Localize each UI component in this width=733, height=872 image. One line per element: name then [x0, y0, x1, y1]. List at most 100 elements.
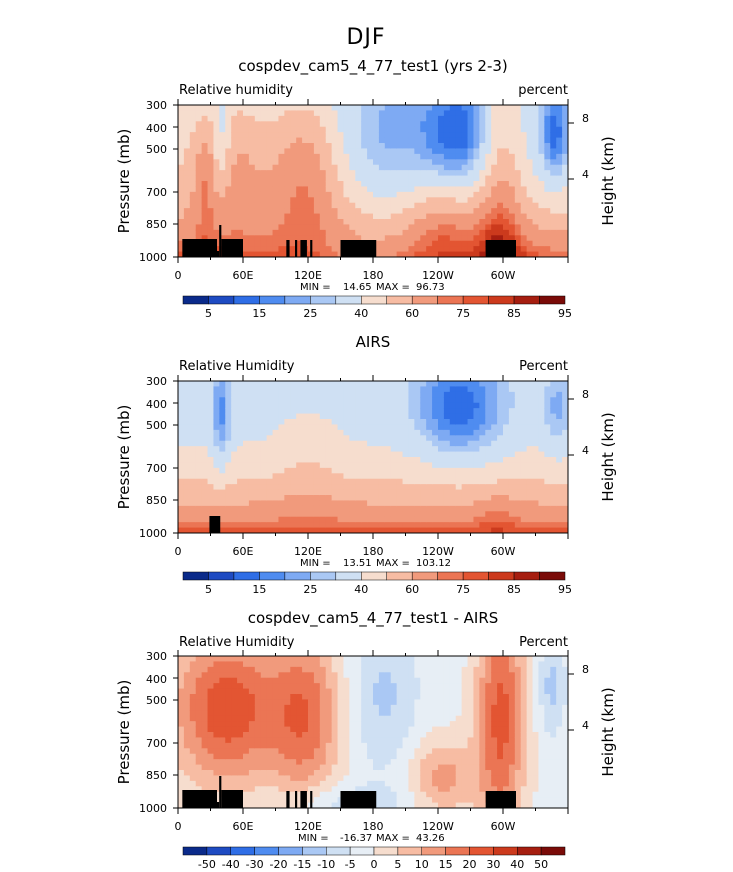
contour-cell [438, 435, 445, 442]
contour-cell [520, 208, 528, 215]
colorbar-swatch [513, 571, 540, 581]
contour-cell [248, 742, 256, 749]
contour-cell [485, 500, 492, 507]
contour-cell [313, 500, 321, 507]
contour-cell [408, 121, 415, 128]
contour-cell [491, 435, 498, 442]
contour-cell [396, 759, 404, 766]
contour-cell [562, 419, 568, 426]
contour-cell [526, 137, 534, 144]
contour-cell [319, 246, 327, 253]
contour-cell [396, 175, 404, 182]
contour-cell [514, 457, 522, 464]
contour-cell [319, 197, 327, 204]
contour-cell [237, 105, 244, 112]
contour-cell [396, 742, 404, 749]
contour-cell [319, 126, 327, 133]
contour-cell [562, 105, 568, 112]
contour-cell [408, 181, 415, 188]
contour-cell [538, 235, 545, 242]
contour-cell [195, 148, 203, 155]
contour-cell [254, 143, 262, 150]
contour-cell [473, 522, 480, 529]
colorbar-swatch [411, 295, 438, 305]
contour-cell [438, 246, 445, 253]
contour-cell [243, 224, 250, 231]
contour-cell [272, 175, 280, 182]
contour-cell [266, 148, 274, 155]
contour-cell [497, 511, 504, 518]
contour-cell [254, 446, 262, 453]
contour-cell [272, 115, 280, 122]
contour-cell [443, 110, 451, 117]
contour-cell [361, 522, 368, 529]
contour-cell [195, 710, 203, 717]
contour-cell [467, 402, 475, 409]
contour-cell [308, 197, 315, 204]
contour-cell [550, 467, 557, 474]
contour-cell [367, 495, 374, 502]
contour-cell [384, 121, 392, 128]
contour-cell [461, 413, 469, 420]
contour-cell [520, 419, 528, 426]
contour-cell [237, 780, 244, 787]
contour-cell [248, 191, 256, 198]
contour-cell [183, 115, 191, 122]
contour-cell [302, 764, 309, 771]
contour-cell [402, 759, 410, 766]
contour-cell [473, 413, 480, 420]
contour-cell [231, 511, 238, 518]
contour-cell [508, 143, 516, 150]
contour-cell [508, 197, 516, 204]
contour-cell [526, 170, 534, 177]
contour-cell [479, 208, 486, 215]
contour-cell [189, 126, 197, 133]
contour-cell [562, 408, 568, 415]
contour-cell [367, 181, 374, 188]
contour-cell [538, 397, 545, 404]
contour-cell [449, 170, 457, 177]
contour-cell [455, 467, 463, 474]
contour-cell [508, 137, 516, 144]
contour-cell [467, 511, 475, 518]
contour-cell [538, 484, 545, 491]
contour-cell [390, 170, 398, 177]
contour-cell [455, 386, 463, 393]
contour-cell [254, 759, 262, 766]
contour-cell [514, 115, 522, 122]
contour-cell [343, 402, 350, 409]
contour-cell [408, 143, 415, 150]
contour-cell [178, 699, 185, 706]
contour-cell [296, 170, 303, 177]
contour-cell [461, 500, 469, 507]
contour-cell [343, 694, 350, 701]
contour-cell [349, 511, 356, 518]
contour-cell [325, 213, 333, 220]
contour-cell [349, 732, 356, 739]
contour-cell [337, 753, 345, 760]
contour-cell [396, 197, 404, 204]
contour-cell [355, 126, 362, 133]
contour-cell [331, 467, 339, 474]
contour-cell [331, 666, 339, 673]
contour-cell [178, 143, 185, 150]
contour-cell [195, 748, 203, 755]
contour-cell [178, 710, 185, 717]
contour-cell [231, 446, 238, 453]
contour-cell [178, 753, 185, 760]
contour-cell [408, 397, 415, 404]
contour-cell [514, 478, 522, 485]
contour-cell [195, 186, 203, 193]
contour-cell [266, 153, 274, 160]
contour-cell [325, 224, 333, 231]
contour-cell [243, 732, 250, 739]
contour-cell [237, 164, 244, 171]
contour-cell [438, 424, 445, 431]
contour-cell [183, 704, 191, 711]
contour-cell [278, 775, 285, 782]
contour-cell [248, 121, 256, 128]
colorbar-label: 95 [558, 307, 572, 320]
contour-cell [225, 402, 232, 409]
contour-cell [420, 202, 427, 209]
contour-cell [207, 143, 215, 150]
